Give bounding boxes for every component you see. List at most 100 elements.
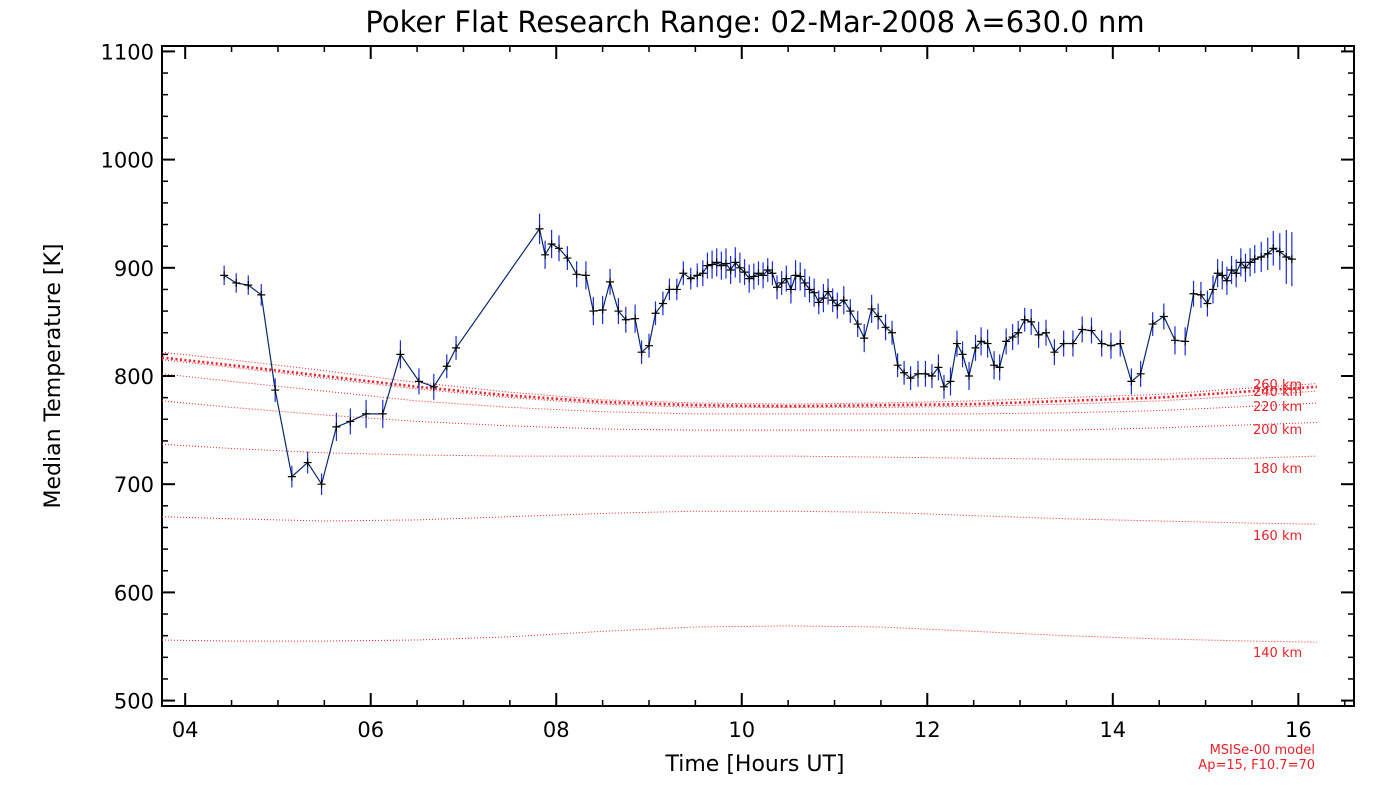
data-point (1068, 339, 1077, 348)
data-point (800, 278, 809, 287)
data-point (614, 307, 623, 316)
data-point (1136, 369, 1145, 378)
data-point (1106, 341, 1115, 350)
data-point (721, 259, 730, 268)
model-curve-label: 260 km (1253, 378, 1302, 393)
data-point (958, 350, 967, 359)
data-point (698, 269, 707, 278)
data-point (651, 309, 660, 318)
data-point (378, 409, 387, 418)
model-curve (161, 400, 1317, 431)
data-point (1078, 325, 1087, 334)
data-point (1263, 249, 1272, 258)
data-point (589, 307, 598, 316)
data-point (1116, 339, 1125, 348)
model-curve-label: 220 km (1253, 400, 1302, 415)
data-point (946, 377, 955, 386)
data-point (749, 272, 758, 281)
data-point (645, 341, 654, 350)
data-point (1050, 348, 1059, 357)
data-point (786, 285, 795, 294)
model-curve (161, 359, 1317, 408)
data-point (810, 288, 819, 297)
data-point (927, 372, 936, 380)
y-tick-label: 600 (114, 581, 154, 605)
data-point (1246, 258, 1255, 267)
data-point (317, 480, 326, 489)
model-curve (161, 510, 1317, 525)
model-curve-emphasized (161, 356, 1317, 408)
data-point (1181, 337, 1190, 346)
data-point (1027, 317, 1036, 326)
data-point (1209, 285, 1217, 294)
data-point (1236, 258, 1245, 267)
data-point (1203, 299, 1212, 308)
model-curve (161, 351, 1317, 405)
data-point (693, 271, 702, 280)
data-point (893, 361, 902, 370)
data-point (563, 254, 572, 263)
data-point (232, 278, 241, 287)
data-point (791, 271, 800, 280)
data-point (990, 361, 999, 370)
data-point (686, 274, 695, 283)
x-tick-label: 08 (543, 718, 570, 742)
axes: 500 600 700 800 900 1000 1100 04 06 08 10 12 14 16 (101, 40, 1354, 742)
plot-frame (161, 45, 1355, 707)
data-point (1159, 312, 1168, 321)
model-curve-label: 240 km (1253, 385, 1302, 400)
data-point (1282, 252, 1291, 261)
data-point (1127, 377, 1136, 386)
data-point (881, 323, 890, 332)
data-point (726, 265, 735, 274)
data-point (303, 458, 312, 467)
data-point (853, 320, 862, 329)
data-point (621, 315, 630, 324)
data-point (1287, 255, 1296, 264)
x-tick-label: 16 (1285, 718, 1312, 742)
data-point (796, 272, 805, 281)
data-point (414, 377, 423, 386)
data-point (995, 363, 1004, 372)
data-point (1250, 255, 1259, 264)
x-tick-label: 14 (1099, 718, 1126, 742)
data-point (952, 339, 961, 348)
data-point (965, 372, 974, 380)
data-point (541, 250, 550, 259)
data-point (631, 314, 640, 323)
data-point (1218, 271, 1227, 280)
y-tick-label: 900 (114, 257, 154, 281)
data-point (846, 307, 855, 316)
model-name-note: MSISe-00 model (1210, 743, 1315, 758)
x-tick-label: 04 (172, 718, 199, 742)
chart-title: Poker Flat Research Range: 02-Mar-2008 λ… (365, 5, 1144, 39)
data-point (773, 283, 782, 292)
data-point (396, 350, 405, 359)
data-point (1042, 328, 1051, 337)
data-point (1222, 276, 1231, 285)
data-point (1170, 336, 1179, 345)
model-curve-label: 160 km (1253, 529, 1302, 544)
y-axis-label: Median Temperature [K] (41, 244, 66, 509)
data-point (867, 304, 876, 313)
model-curve (161, 443, 1317, 460)
data-point (257, 290, 266, 299)
y-tick-label: 700 (114, 473, 154, 497)
data-point (665, 285, 674, 294)
data-point (442, 362, 451, 371)
data-point (712, 258, 721, 267)
data-point (754, 269, 763, 278)
measurement-series (220, 0, 1296, 496)
y-tick-label: 500 (114, 690, 154, 714)
data-point (535, 224, 544, 233)
data-point (735, 263, 744, 272)
data-point (828, 296, 837, 305)
data-point (1196, 290, 1205, 299)
data-point (860, 334, 869, 343)
data-point (1189, 289, 1198, 298)
data-point (679, 269, 688, 278)
data-point (1148, 320, 1157, 329)
data-point (555, 244, 564, 253)
data-point (745, 274, 754, 283)
